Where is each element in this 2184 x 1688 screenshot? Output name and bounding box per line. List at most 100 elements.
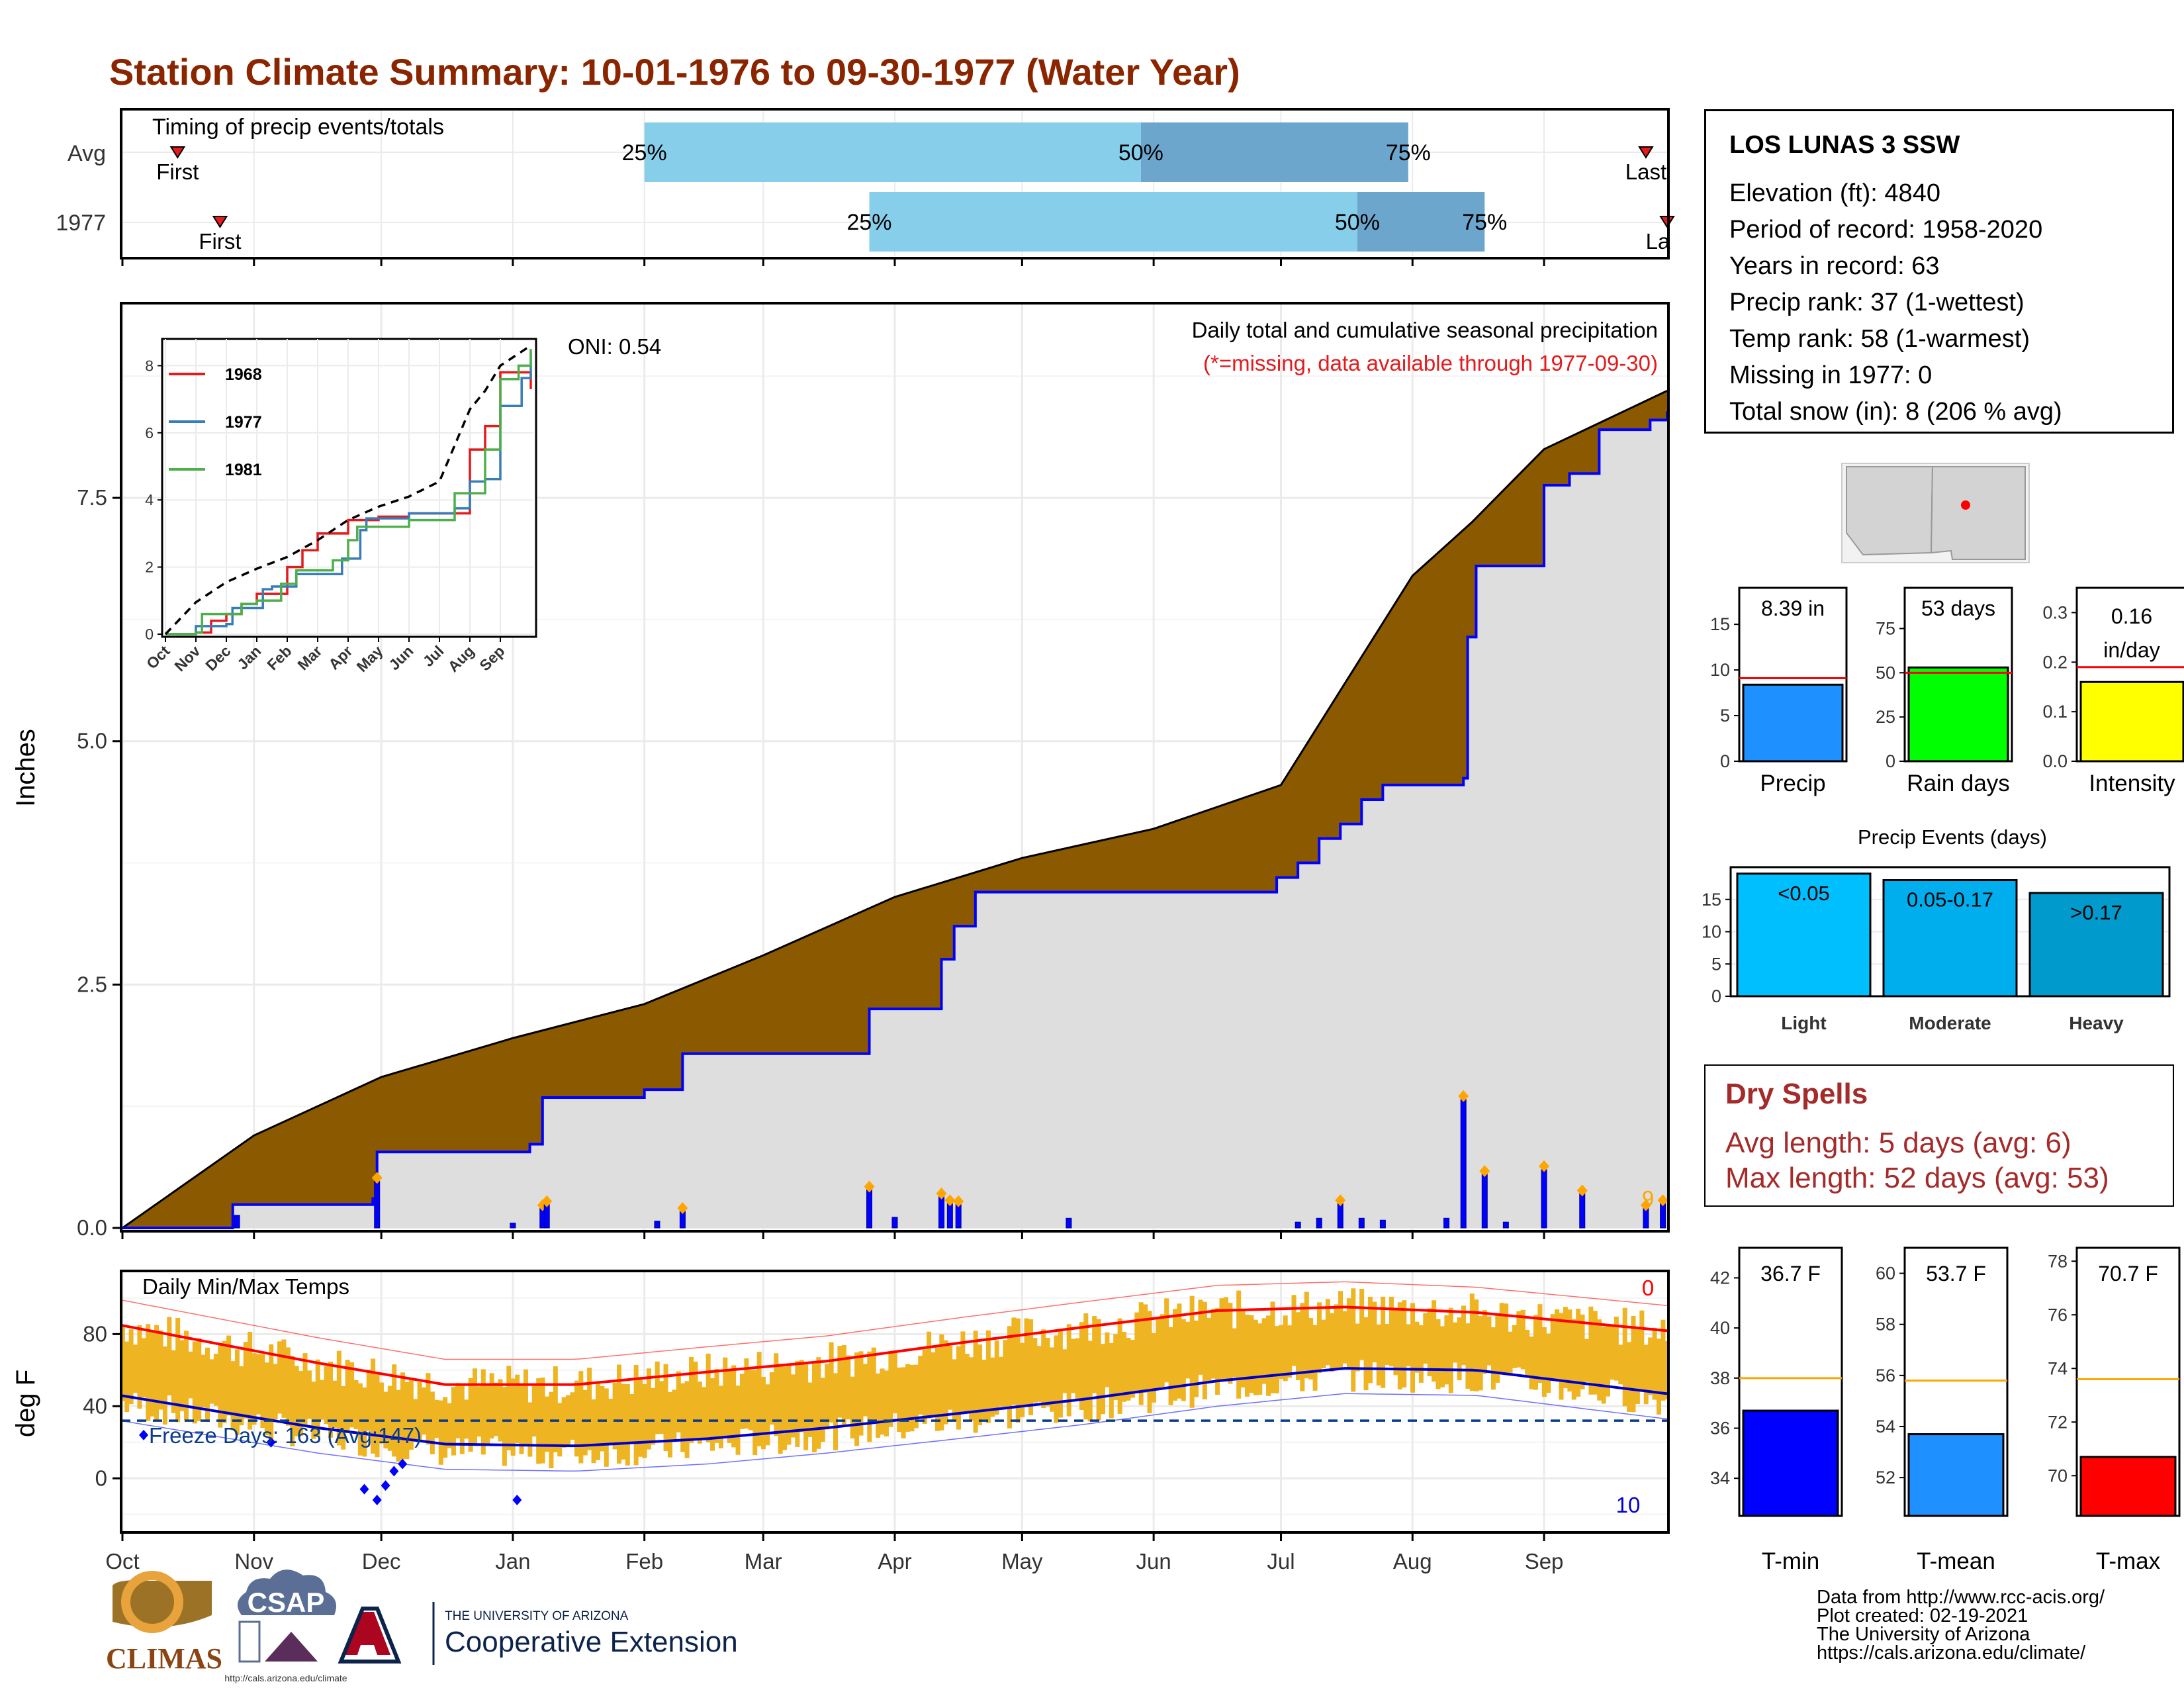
daily-temp-range-bar xyxy=(731,1365,737,1448)
temp-stat-y-tick-label: 70 xyxy=(2048,1466,2068,1485)
daily-temp-range-bar xyxy=(1279,1325,1284,1380)
daily-temp-range-bar xyxy=(1342,1311,1347,1364)
daily-temp-range-bar xyxy=(1185,1321,1191,1379)
inset-y-tick-label: 2 xyxy=(145,559,154,576)
daily-temp-range-bar xyxy=(1372,1301,1377,1363)
daily-temp-range-bar xyxy=(383,1391,388,1449)
daily-temp-range-bar xyxy=(761,1377,766,1450)
daily-temp-range-bar xyxy=(1236,1290,1242,1399)
temp-stat-y-tick-label: 36 xyxy=(1710,1419,1730,1438)
dry-spells-avg: Avg length: 5 days (avg: 6) xyxy=(1725,1127,2071,1159)
timing-p50-label: 50% xyxy=(1118,140,1163,165)
precip-panel-title: Daily total and cumulative seasonal prec… xyxy=(1192,318,1658,342)
stat-y-tick-label: 50 xyxy=(1876,663,1895,682)
daily-temp-range-bar xyxy=(167,1317,172,1395)
daily-temp-range-bar xyxy=(269,1344,274,1440)
daily-temp-range-bar xyxy=(1325,1299,1330,1366)
temp-x-tick-label: Nov xyxy=(234,1549,273,1573)
daily-temp-range-bar xyxy=(790,1374,796,1438)
daily-temp-range-bar xyxy=(1465,1323,1471,1389)
daily-temp-range-bar xyxy=(527,1402,533,1457)
event-category-label: Light xyxy=(1781,1013,1826,1033)
daily-temp-range-bar xyxy=(1261,1318,1267,1384)
daily-temp-range-bar xyxy=(1576,1309,1581,1397)
inset-y-tick-label: 4 xyxy=(145,491,154,508)
daily-temp-range-bar xyxy=(939,1334,944,1430)
daily-temp-range-bar xyxy=(901,1367,906,1438)
daily-precip-bar xyxy=(1541,1169,1547,1229)
daily-temp-range-bar xyxy=(387,1385,392,1451)
current-cumulative-area xyxy=(122,411,1667,1228)
daily-temp-range-bar xyxy=(1117,1318,1122,1414)
daily-temp-range-bar xyxy=(281,1339,287,1418)
daily-temp-range-bar xyxy=(1474,1299,1479,1391)
daily-temp-range-bar xyxy=(1287,1325,1293,1378)
daily-temp-range-bar xyxy=(829,1342,834,1423)
daily-temp-range-bar xyxy=(1639,1310,1645,1390)
precip-total-label: 8.39 in xyxy=(1761,596,1825,620)
daily-temp-range-bar xyxy=(1109,1342,1114,1419)
footer-line-3: The University of Arizona xyxy=(1817,1624,2030,1645)
daily-temp-range-bar xyxy=(1181,1319,1186,1401)
daily-temp-range-bar xyxy=(1007,1326,1012,1429)
temp-stat-category-label: T-min xyxy=(1762,1548,1820,1574)
daily-temp-range-bar xyxy=(464,1399,469,1439)
station-location-marker xyxy=(1961,500,1970,510)
first-event-label: First xyxy=(156,160,199,184)
daily-temp-range-bar xyxy=(922,1349,927,1424)
dry-spells-box: Dry Spells Avg length: 5 days (avg: 6) M… xyxy=(1704,1064,2174,1207)
daily-precip-bar xyxy=(1660,1203,1666,1229)
daily-temp-range-bar xyxy=(264,1362,269,1436)
daily-temp-range-bar xyxy=(1223,1297,1228,1380)
daily-precip-bar xyxy=(543,1204,550,1229)
inset-series-line xyxy=(165,352,532,635)
temp-y-tick-label: 80 xyxy=(83,1321,107,1346)
footer-credits: Data from http://www.rcc-acis.org/ Plot … xyxy=(1817,1587,2105,1664)
avg-min-line xyxy=(122,1367,1668,1448)
daily-temp-range-bar xyxy=(748,1370,753,1430)
stat-category-label: Rain days xyxy=(1907,771,2010,796)
temp-min-count: 10 xyxy=(1616,1493,1641,1517)
temp-stat-value-label: 53.7 F xyxy=(1926,1262,1986,1286)
temp-stat-y-tick-label: 34 xyxy=(1710,1468,1730,1488)
temp-stat-y-tick-label: 76 xyxy=(2048,1305,2068,1325)
daily-temp-range-bar xyxy=(1490,1327,1496,1390)
daily-temp-range-bar xyxy=(990,1357,995,1417)
daily-temp-range-bar xyxy=(570,1392,575,1440)
daily-temp-range-bar xyxy=(1656,1338,1661,1415)
daily-temp-range-bar xyxy=(213,1354,218,1406)
daily-temp-range-bar xyxy=(774,1353,779,1436)
daily-precip-bar xyxy=(1358,1217,1365,1229)
daily-temp-range-bar xyxy=(655,1361,660,1434)
daily-temp-range-bar xyxy=(807,1382,813,1437)
timing-p25-label: 25% xyxy=(846,210,891,235)
daily-temp-range-bar xyxy=(396,1389,401,1462)
daily-temp-range-bar xyxy=(897,1367,902,1432)
daily-temp-range-bar xyxy=(1537,1304,1543,1383)
temp-x-tick-label: Jul xyxy=(1267,1549,1295,1573)
daily-temp-range-bar xyxy=(209,1359,214,1404)
inset-y-tick-label: 0 xyxy=(145,626,154,643)
daily-temp-range-bar xyxy=(306,1370,312,1419)
daily-temp-range-bar xyxy=(1050,1347,1055,1412)
daily-temp-range-bar xyxy=(752,1370,758,1456)
daily-temp-range-bar xyxy=(769,1372,774,1425)
precip-stats-charts: 0 5 10 15 Precip 0 25 50 75 Rain days 0.0 0.1 0.2 0.3… xyxy=(1710,586,2184,796)
daily-temp-range-bar xyxy=(625,1383,630,1466)
stat-y-tick-label: 0.3 xyxy=(2042,602,2068,622)
daily-temp-range-bar xyxy=(146,1324,151,1421)
daily-temp-range-bar xyxy=(638,1377,643,1457)
stat-y-tick-label: 0 xyxy=(1886,751,1895,771)
daily-precip-bar xyxy=(955,1204,962,1229)
timing-bar-q1 xyxy=(869,192,1357,252)
daily-temp-range-bar xyxy=(531,1385,537,1437)
daily-temp-range-bar xyxy=(1240,1311,1246,1388)
daily-temp-range-bar xyxy=(1359,1288,1365,1360)
daily-temp-range-bar xyxy=(447,1403,452,1448)
heavy-event-marker xyxy=(541,1195,553,1207)
daily-temp-range-bar xyxy=(480,1369,486,1455)
freeze-days-label: Freeze Days: 163 (Avg:147) xyxy=(149,1423,422,1448)
temp-stat-value-label: 70.7 F xyxy=(2098,1262,2158,1286)
temp-y-axis-title: deg F xyxy=(11,1370,40,1437)
event-bar-label: 0.05-0.17 xyxy=(1907,888,1993,912)
